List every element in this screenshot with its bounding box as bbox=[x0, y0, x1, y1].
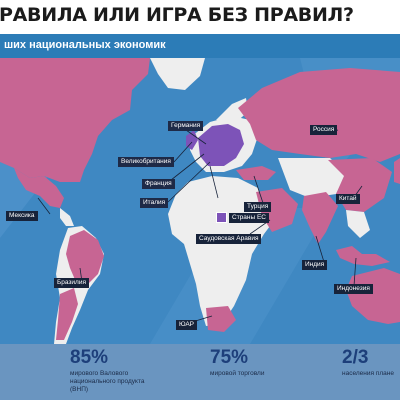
label-brazil: Бразилия bbox=[54, 278, 89, 288]
turkey-shape bbox=[236, 166, 276, 180]
stat-population-value: 2/3 bbox=[342, 347, 369, 368]
eu-legend-label: Страны ЕС bbox=[229, 212, 269, 223]
eu-legend-swatch bbox=[216, 212, 227, 223]
brazil-shape bbox=[66, 230, 104, 286]
russia-shape bbox=[238, 68, 400, 162]
stat-population-caption: населения плане bbox=[342, 370, 394, 377]
stat-gdp-caption: мирового Валового национального продукта… bbox=[70, 370, 145, 393]
label-italy: Италия bbox=[140, 198, 169, 208]
scandinavia-shape bbox=[216, 98, 248, 122]
banner-title: ших национальных экономик bbox=[4, 39, 166, 51]
label-india: Индия bbox=[302, 260, 328, 270]
stat-trade-caption: мировой торговли bbox=[210, 370, 265, 377]
south-africa-shape bbox=[206, 306, 236, 332]
label-indonesia: Индонезия bbox=[334, 284, 373, 294]
headline-bar: РАВИЛА ИЛИ ИГРА БЕЗ ПРАВИЛ? bbox=[0, 0, 400, 34]
argentina-shape bbox=[56, 288, 78, 340]
label-mexico: Мексика bbox=[6, 211, 38, 221]
central-america-shape bbox=[60, 208, 74, 226]
stats-band: 85% мирового Валового национального прод… bbox=[0, 344, 400, 400]
label-saudi-arabia: Саудовская Аравия bbox=[196, 234, 262, 244]
subtitle-banner: ших национальных экономик bbox=[0, 34, 400, 58]
india-shape bbox=[302, 192, 338, 244]
southeast-asia-shape bbox=[346, 210, 370, 238]
mexico-shape bbox=[14, 168, 64, 208]
label-south-africa: ЮАР bbox=[176, 320, 198, 330]
greenland-shape bbox=[150, 58, 205, 90]
headline-title: РАВИЛА ИЛИ ИГРА БЕЗ ПРАВИЛ? bbox=[0, 4, 354, 26]
label-turkey: Турция bbox=[244, 202, 272, 212]
stat-trade-value: 75% bbox=[210, 347, 249, 368]
eu-countries-shape bbox=[198, 124, 244, 166]
australia-shape bbox=[346, 268, 400, 324]
north-america-shape bbox=[0, 58, 150, 182]
world-map: Германия Великобритания Франция Италия С… bbox=[0, 58, 400, 344]
world-map-graphic bbox=[0, 58, 400, 344]
japan-shape bbox=[394, 158, 400, 184]
label-uk: Великобритания bbox=[118, 157, 174, 167]
central-asia-shape bbox=[278, 158, 346, 198]
label-germany: Германия bbox=[168, 121, 204, 131]
label-russia: Россия bbox=[310, 125, 338, 135]
stat-gdp-value: 85% bbox=[70, 347, 109, 368]
label-france: Франция bbox=[142, 179, 175, 189]
indonesia-shape bbox=[336, 246, 390, 266]
label-china: Китай bbox=[336, 194, 360, 204]
eu-legend: Страны ЕС bbox=[216, 212, 269, 223]
